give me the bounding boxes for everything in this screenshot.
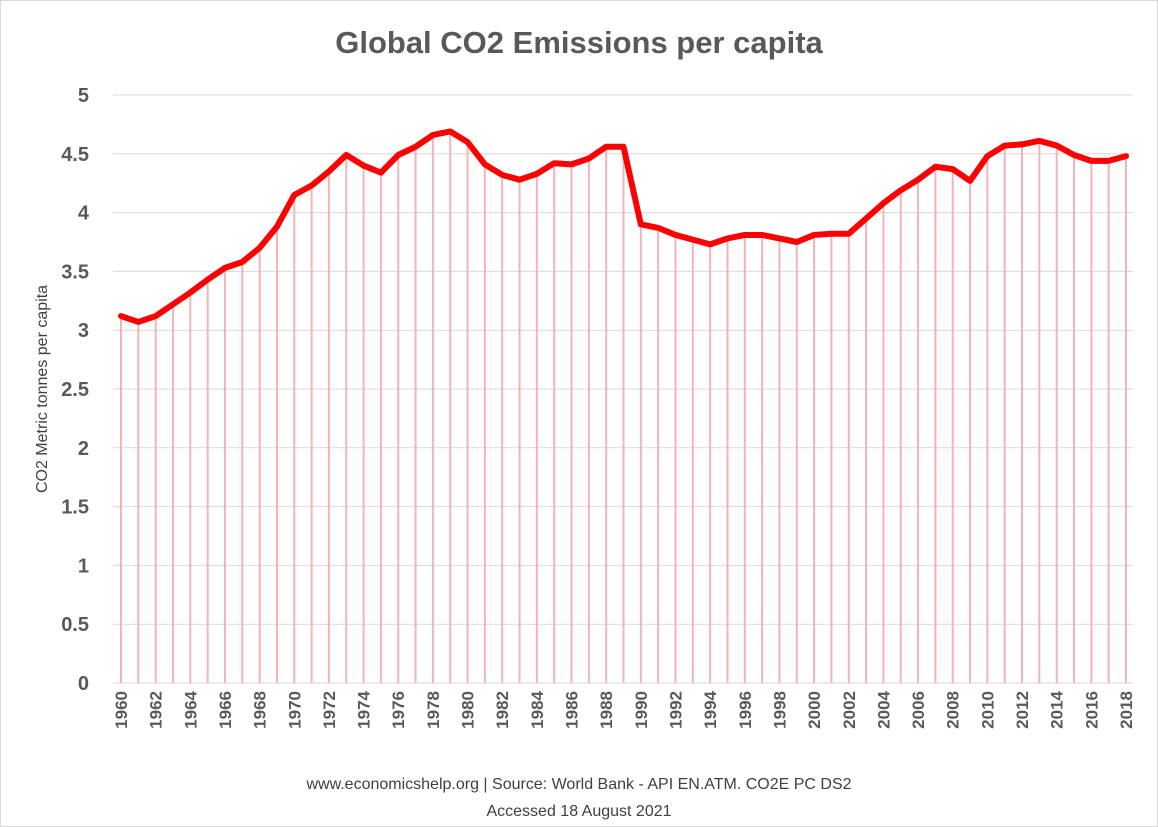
y-tick-label: 0.5	[61, 614, 89, 636]
x-tick-label: 1986	[563, 691, 582, 729]
footer-accessed: Accessed 18 August 2021	[486, 803, 671, 820]
x-tick-label: 2002	[840, 691, 859, 729]
x-tick-label: 2014	[1048, 690, 1067, 728]
x-tick-label: 1988	[597, 691, 616, 729]
x-tick-label: 1964	[181, 690, 200, 728]
y-tick-label: 3.5	[61, 261, 89, 283]
x-tick-label: 2008	[944, 691, 963, 729]
x-tick-label: 1972	[320, 691, 339, 729]
x-tick-label: 1962	[147, 691, 166, 729]
x-tick-label: 2004	[874, 690, 893, 728]
x-tick-label: 1968	[251, 691, 270, 729]
y-tick-label: 3	[78, 320, 89, 342]
chart-title: Global CO2 Emissions per capita	[335, 25, 823, 60]
x-tick-label: 1978	[424, 691, 443, 729]
x-tick-label: 1974	[355, 690, 374, 728]
x-tick-label: 2010	[978, 691, 997, 729]
x-tick-label: 1960	[112, 691, 131, 729]
x-tick-label: 1982	[493, 691, 512, 729]
y-tick-label: 1.5	[61, 497, 89, 519]
y-tick-labels: 0 0.5 1 1.5 2 2.5 3 3.5 4 4.5 5	[61, 85, 90, 695]
x-tick-label: 2016	[1082, 691, 1101, 729]
x-tick-label: 1990	[632, 691, 651, 729]
y-tick-label: 4.5	[61, 144, 89, 166]
x-tick-label: 1970	[285, 691, 304, 729]
series-line	[118, 128, 1129, 325]
x-tick-label: 2006	[909, 691, 928, 729]
x-tick-label: 1976	[389, 691, 408, 729]
drop-lines	[120, 131, 1127, 683]
x-tick-label: 1966	[216, 691, 235, 729]
y-tick-label: 2.5	[61, 379, 89, 401]
x-tick-label: 1992	[666, 691, 685, 729]
x-tick-label: 2000	[805, 691, 824, 729]
x-tick-label: 1996	[736, 691, 755, 729]
x-tick-labels: 1960 1962 1964 1966 1968 1970 1972 1974 1976 1978…	[112, 690, 1136, 728]
x-tick-label: 2018	[1117, 691, 1136, 729]
x-tick-label: 1984	[528, 690, 547, 728]
y-axis-label: CO2 Metric tonnes per capita	[34, 285, 51, 493]
y-tick-label: 0	[78, 673, 89, 695]
footer-source: www.economicshelp.org | Source: World Ba…	[305, 776, 851, 793]
x-tick-label: 1980	[459, 691, 478, 729]
x-tick-label: 1994	[701, 690, 720, 728]
y-tick-label: 5	[78, 85, 89, 107]
y-tick-label: 4	[78, 203, 90, 225]
x-tick-label: 2012	[1013, 691, 1032, 729]
y-tick-label: 2	[78, 438, 89, 460]
x-tick-label: 1998	[770, 691, 789, 729]
y-tick-label: 1	[78, 555, 89, 577]
